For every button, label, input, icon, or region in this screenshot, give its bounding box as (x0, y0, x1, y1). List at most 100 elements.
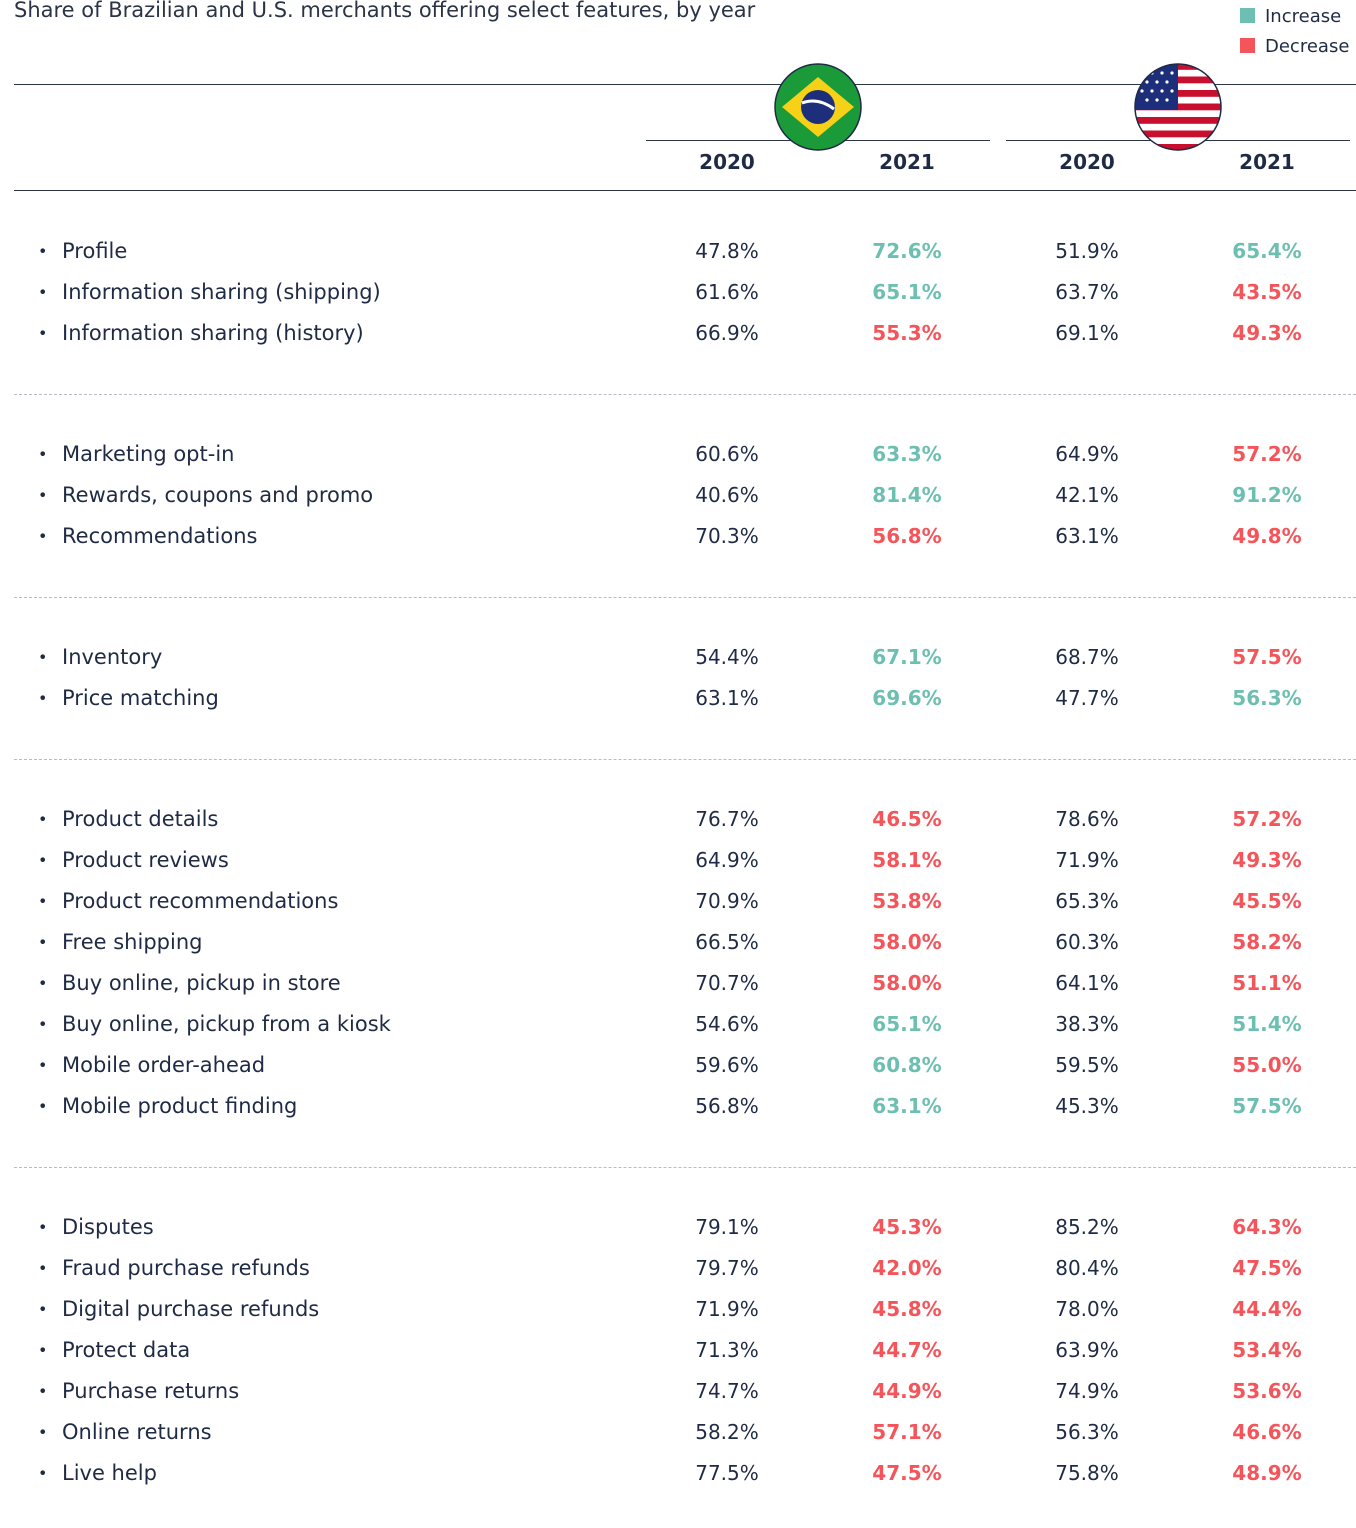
cell-value: 85.2% (1055, 1215, 1119, 1239)
cell-value: 69.6% (872, 686, 942, 710)
cell-value: 65.1% (872, 1012, 942, 1036)
bullet: • (38, 323, 48, 343)
group-divider (14, 597, 1356, 598)
row-label: Rewards, coupons and promo (62, 483, 374, 507)
bullet: • (38, 973, 48, 993)
cell-value: 44.9% (872, 1379, 942, 1403)
cell-value: 57.2% (1232, 807, 1302, 831)
row-label: Purchase returns (62, 1379, 240, 1403)
bullet: • (38, 526, 48, 546)
bullet: • (38, 647, 48, 667)
bullet: • (38, 688, 48, 708)
cell-value: 42.1% (1055, 483, 1119, 507)
bullet: • (38, 1463, 48, 1483)
bullet: • (38, 850, 48, 870)
cell-value: 64.9% (1055, 442, 1119, 466)
row-label: Buy online, pickup from a kiosk (62, 1012, 391, 1036)
cell-value: 58.2% (1232, 930, 1302, 954)
cell-value: 57.5% (1232, 1094, 1302, 1118)
row-label: Product details (62, 807, 219, 831)
cell-value: 70.3% (695, 524, 759, 548)
cell-value: 51.4% (1232, 1012, 1302, 1036)
cell-value: 51.9% (1055, 239, 1119, 263)
legend-item: Decrease (1240, 36, 1349, 57)
cell-value: 45.5% (1232, 889, 1302, 913)
cell-value: 71.3% (695, 1338, 759, 1362)
cell-value: 67.1% (872, 645, 942, 669)
us-flag (1134, 63, 1222, 151)
brazil-flag (774, 63, 862, 151)
cell-value: 59.6% (695, 1053, 759, 1077)
cell-value: 63.1% (872, 1094, 942, 1118)
cell-value: 58.2% (695, 1420, 759, 1444)
row-label: Disputes (62, 1215, 154, 1239)
cell-value: 40.6% (695, 483, 759, 507)
cell-value: 81.4% (872, 483, 942, 507)
legend-label: Decrease (1265, 36, 1350, 57)
row-label: Information sharing (shipping) (62, 280, 381, 304)
bullet: • (38, 1096, 48, 1116)
bullet: • (38, 809, 48, 829)
row-label: Buy online, pickup in store (62, 971, 341, 995)
header-rule (14, 190, 1356, 191)
row-label: Protect data (62, 1338, 191, 1362)
cell-value: 64.9% (695, 848, 759, 872)
cell-value: 53.6% (1232, 1379, 1302, 1403)
cell-value: 76.7% (695, 807, 759, 831)
cell-value: 57.2% (1232, 442, 1302, 466)
row-label: Live help (62, 1461, 157, 1485)
cell-value: 69.1% (1055, 321, 1119, 345)
cell-value: 75.8% (1055, 1461, 1119, 1485)
cell-value: 46.5% (872, 807, 942, 831)
group-divider (14, 1167, 1356, 1168)
cell-value: 56.8% (695, 1094, 759, 1118)
cell-value: 45.3% (1055, 1094, 1119, 1118)
cell-value: 77.5% (695, 1461, 759, 1485)
cell-value: 61.6% (695, 280, 759, 304)
cell-value: 74.7% (695, 1379, 759, 1403)
cell-value: 78.0% (1055, 1297, 1119, 1321)
cell-value: 53.8% (872, 889, 942, 913)
cell-value: 45.8% (872, 1297, 942, 1321)
legend-item: Increase (1240, 6, 1341, 27)
cell-value: 58.0% (872, 930, 942, 954)
row-label: Profile (62, 239, 128, 263)
bullet: • (38, 891, 48, 911)
cell-value: 44.4% (1232, 1297, 1302, 1321)
row-label: Mobile product finding (62, 1094, 298, 1118)
cell-value: 63.9% (1055, 1338, 1119, 1362)
row-label: Information sharing (history) (62, 321, 364, 345)
cell-value: 91.2% (1232, 483, 1302, 507)
cell-value: 65.4% (1232, 239, 1302, 263)
row-label: Mobile order-ahead (62, 1053, 266, 1077)
cell-value: 57.5% (1232, 645, 1302, 669)
cell-value: 54.4% (695, 645, 759, 669)
bullet: • (38, 1422, 48, 1442)
cell-value: 45.3% (872, 1215, 942, 1239)
row-label: Online returns (62, 1420, 212, 1444)
cell-value: 51.1% (1232, 971, 1302, 995)
cell-value: 74.9% (1055, 1379, 1119, 1403)
cell-value: 49.8% (1232, 524, 1302, 548)
cell-value: 56.3% (1232, 686, 1302, 710)
legend-swatch (1240, 38, 1255, 53)
cell-value: 56.8% (872, 524, 942, 548)
cell-value: 63.1% (1055, 524, 1119, 548)
bullet: • (38, 1299, 48, 1319)
cell-value: 57.1% (872, 1420, 942, 1444)
cell-value: 65.3% (1055, 889, 1119, 913)
cell-value: 58.0% (872, 971, 942, 995)
cell-value: 56.3% (1055, 1420, 1119, 1444)
cell-value: 66.5% (695, 930, 759, 954)
cell-value: 63.3% (872, 442, 942, 466)
cell-value: 42.0% (872, 1256, 942, 1280)
bullet: • (38, 1381, 48, 1401)
cell-value: 79.7% (695, 1256, 759, 1280)
cell-value: 79.1% (695, 1215, 759, 1239)
cell-value: 80.4% (1055, 1256, 1119, 1280)
cell-value: 64.3% (1232, 1215, 1302, 1239)
cell-value: 66.9% (695, 321, 759, 345)
cell-value: 78.6% (1055, 807, 1119, 831)
cell-value: 47.5% (872, 1461, 942, 1485)
cell-value: 47.5% (1232, 1256, 1302, 1280)
